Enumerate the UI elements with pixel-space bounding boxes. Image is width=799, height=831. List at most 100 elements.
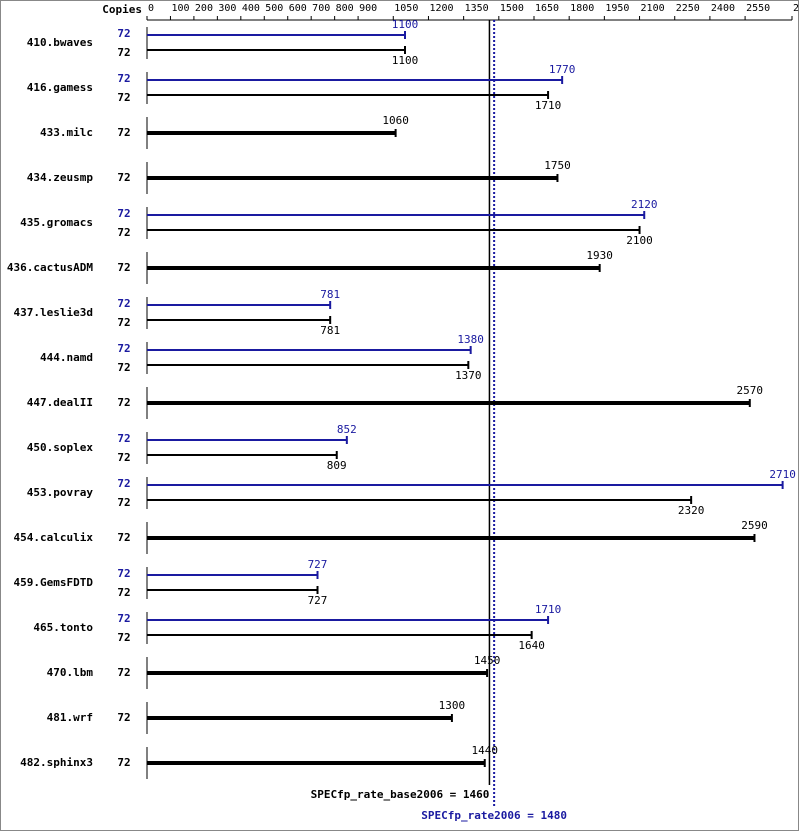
value-label: 1060 <box>382 114 409 127</box>
base-copies: 72 <box>117 586 130 599</box>
bar <box>147 574 318 576</box>
x-tick-label: 100 <box>171 3 189 14</box>
benchmark-label: 410.bwaves <box>27 36 93 49</box>
x-tick-label: 2550 <box>746 3 770 14</box>
x-tick-label: 600 <box>289 3 307 14</box>
copies-header: Copies <box>102 3 142 16</box>
value-label: 2570 <box>737 384 764 397</box>
value-label: 1750 <box>544 159 571 172</box>
benchmark-label: 453.povray <box>27 486 94 499</box>
bar <box>147 619 549 621</box>
base-copies: 72 <box>117 46 130 59</box>
x-tick-label: 900 <box>359 3 377 14</box>
x-tick-label: 500 <box>265 3 283 14</box>
benchmark-label: 433.milc <box>40 126 93 139</box>
peak-copies: 72 <box>117 477 130 490</box>
benchmark-label: 481.wrf <box>47 711 93 724</box>
bar <box>147 439 347 441</box>
value-label: 727 <box>308 558 328 571</box>
x-tick-label: 1500 <box>500 3 524 14</box>
peak-copies: 72 <box>117 27 130 40</box>
value-label: 2320 <box>678 504 705 517</box>
value-label: 1710 <box>535 603 562 616</box>
x-tick-label: 2100 <box>641 3 665 14</box>
x-tick-label: 800 <box>336 3 354 14</box>
benchmark-label: 435.gromacs <box>20 216 93 229</box>
value-label: 852 <box>337 423 357 436</box>
value-label: 781 <box>320 324 340 337</box>
x-tick-label: 1950 <box>605 3 629 14</box>
base-copies: 72 <box>117 531 130 544</box>
x-tick-label: 1200 <box>429 3 453 14</box>
bar <box>147 761 485 765</box>
benchmark-label: 465.tonto <box>33 621 93 634</box>
base-copies: 72 <box>117 316 130 329</box>
x-tick-label: 1650 <box>535 3 559 14</box>
value-label: 1710 <box>535 99 562 112</box>
bar <box>147 536 755 540</box>
x-tick-label: 0 <box>148 3 154 14</box>
value-label: 2710 <box>769 468 796 481</box>
benchmark-label: 454.calculix <box>14 531 94 544</box>
peak-copies: 72 <box>117 72 130 85</box>
x-tick-label: 400 <box>242 3 260 14</box>
base-copies: 72 <box>117 396 130 409</box>
value-label: 2120 <box>631 198 658 211</box>
base-copies: 72 <box>117 126 130 139</box>
x-tick-label: 300 <box>218 3 236 14</box>
value-label: 1100 <box>392 54 419 67</box>
benchmark-label: 447.dealII <box>27 396 93 409</box>
bar <box>147 214 645 216</box>
x-tick-label: 1050 <box>394 3 418 14</box>
bar <box>147 716 452 720</box>
bar <box>147 94 549 96</box>
bar <box>147 79 563 81</box>
bar <box>147 401 750 405</box>
x-tick-label: 2750 <box>793 3 799 14</box>
value-label: 781 <box>320 288 340 301</box>
value-label: 1100 <box>392 18 419 31</box>
bar <box>147 49 405 51</box>
benchmark-label: 434.zeusmp <box>27 171 94 184</box>
x-tick-label: 1800 <box>570 3 594 14</box>
reference-label: SPECfp_rate2006 = 1480 <box>421 809 567 822</box>
value-label: 1450 <box>474 654 501 667</box>
value-label: 2590 <box>741 519 768 532</box>
benchmark-label: 437.leslie3d <box>14 306 93 319</box>
value-label: 809 <box>327 459 347 472</box>
base-copies: 72 <box>117 171 130 184</box>
bar <box>147 34 405 36</box>
bar <box>147 671 488 675</box>
benchmark-label: 450.soplex <box>27 441 94 454</box>
bar <box>147 454 337 456</box>
bar <box>147 319 331 321</box>
value-label: 2100 <box>626 234 653 247</box>
peak-copies: 72 <box>117 297 130 310</box>
base-copies: 72 <box>117 631 130 644</box>
value-label: 1440 <box>471 744 498 757</box>
benchmark-label: 444.namd <box>40 351 93 364</box>
benchmark-label: 436.cactusADM <box>7 261 93 274</box>
base-copies: 72 <box>117 261 130 274</box>
value-label: 1300 <box>439 699 466 712</box>
x-tick-label: 200 <box>195 3 213 14</box>
bar <box>147 589 318 591</box>
x-tick-label: 1350 <box>465 3 489 14</box>
bar <box>147 634 532 636</box>
benchmark-label: 416.gamess <box>27 81 93 94</box>
bar <box>147 304 331 306</box>
base-copies: 72 <box>117 91 130 104</box>
benchmark-label: 482.sphinx3 <box>20 756 93 769</box>
benchmark-label: 470.lbm <box>47 666 94 679</box>
peak-copies: 72 <box>117 432 130 445</box>
bar <box>147 484 783 486</box>
x-tick-label: 700 <box>312 3 330 14</box>
x-tick-label: 2400 <box>711 3 735 14</box>
value-label: 1640 <box>518 639 545 652</box>
bar <box>147 229 640 231</box>
bar <box>147 364 469 366</box>
base-copies: 72 <box>117 226 130 239</box>
bar <box>147 131 396 135</box>
bar <box>147 349 471 351</box>
